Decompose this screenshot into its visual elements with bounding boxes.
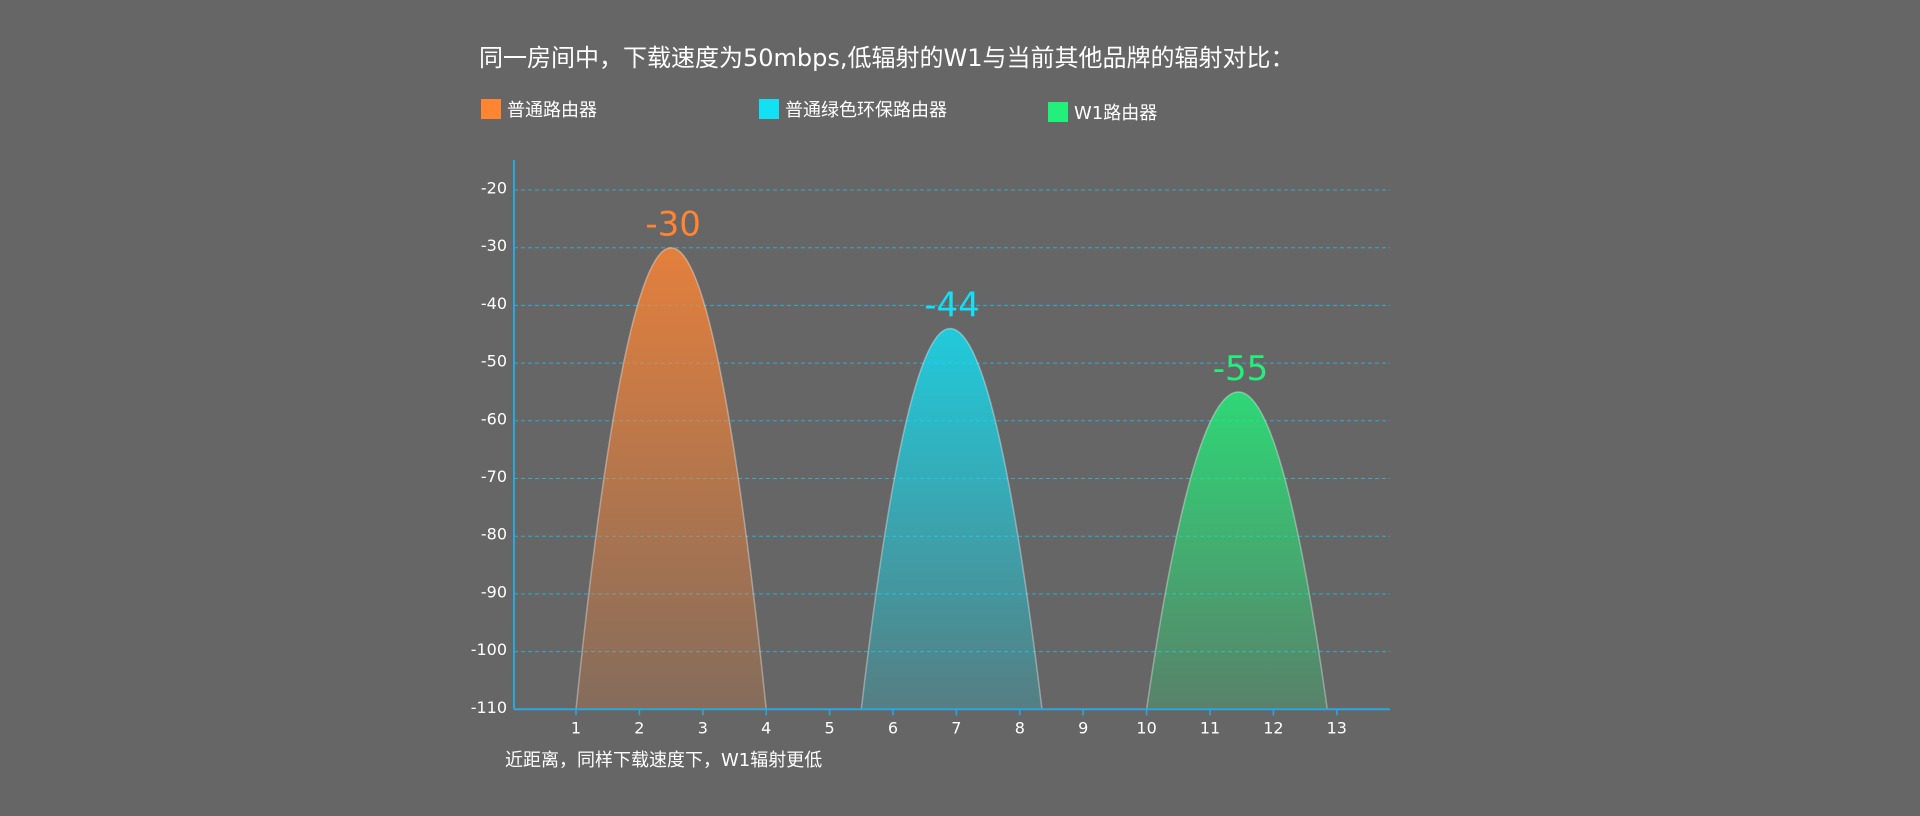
y-tick-label: -90 [481, 582, 507, 601]
x-tick-label: 3 [698, 718, 708, 737]
y-tick-label: -110 [471, 698, 507, 717]
y-tick-label: -70 [481, 467, 507, 486]
legend-label-regular-router: 普通路由器 [507, 100, 597, 121]
y-tick-label: -30 [481, 236, 507, 255]
legend-item-w1-router: W1路由器 [1048, 99, 1157, 125]
y-tick-label: -20 [481, 179, 507, 198]
x-tick-label: 10 [1136, 718, 1156, 737]
legend-swatch-eco-router [759, 99, 779, 119]
x-tick-label: 9 [1078, 718, 1088, 737]
y-tick-label: -50 [481, 352, 507, 371]
y-tick-label: -60 [481, 409, 507, 428]
y-tick-label: -100 [471, 640, 507, 659]
x-tick-label: 2 [634, 718, 644, 737]
series-areas [575, 246, 1329, 711]
chart-footnote: 近距离，同样下载速度下，W1辐射更低 [505, 750, 823, 771]
series-area-3 [1145, 391, 1329, 711]
x-tick-label: 4 [761, 718, 771, 737]
legend-swatch-regular-router [481, 99, 501, 119]
peak-labels: -30 -44 -55 [645, 205, 1268, 389]
x-tick-label: 12 [1263, 718, 1283, 737]
series-area-2 [860, 327, 1043, 711]
x-tick-label: 13 [1327, 718, 1347, 737]
y-tick-label: -80 [481, 525, 507, 544]
series-area-1 [575, 246, 768, 711]
legend-item-regular-router: 普通路由器 [481, 96, 597, 122]
peak-label: -55 [1213, 349, 1269, 389]
x-tick-label: 1 [571, 718, 581, 737]
x-tick-label: 5 [825, 718, 835, 737]
y-tick-label: -40 [481, 294, 507, 313]
x-tick-label: 6 [888, 718, 898, 737]
legend-item-eco-router: 普通绿色环保路由器 [759, 96, 947, 122]
x-tick-label: 8 [1015, 718, 1025, 737]
x-tick-label: 7 [951, 718, 961, 737]
legend-swatch-w1-router [1048, 102, 1068, 122]
peak-label: -44 [924, 285, 980, 325]
x-tick-label: 11 [1200, 718, 1220, 737]
legend-label-w1-router: W1路由器 [1074, 103, 1158, 124]
legend-label-eco-router: 普通绿色环保路由器 [785, 100, 947, 121]
peak-label: -30 [645, 205, 701, 245]
chart-title: 同一房间中，下载速度为50mbps,低辐射的W1与当前其他品牌的辐射对比： [479, 44, 1295, 72]
